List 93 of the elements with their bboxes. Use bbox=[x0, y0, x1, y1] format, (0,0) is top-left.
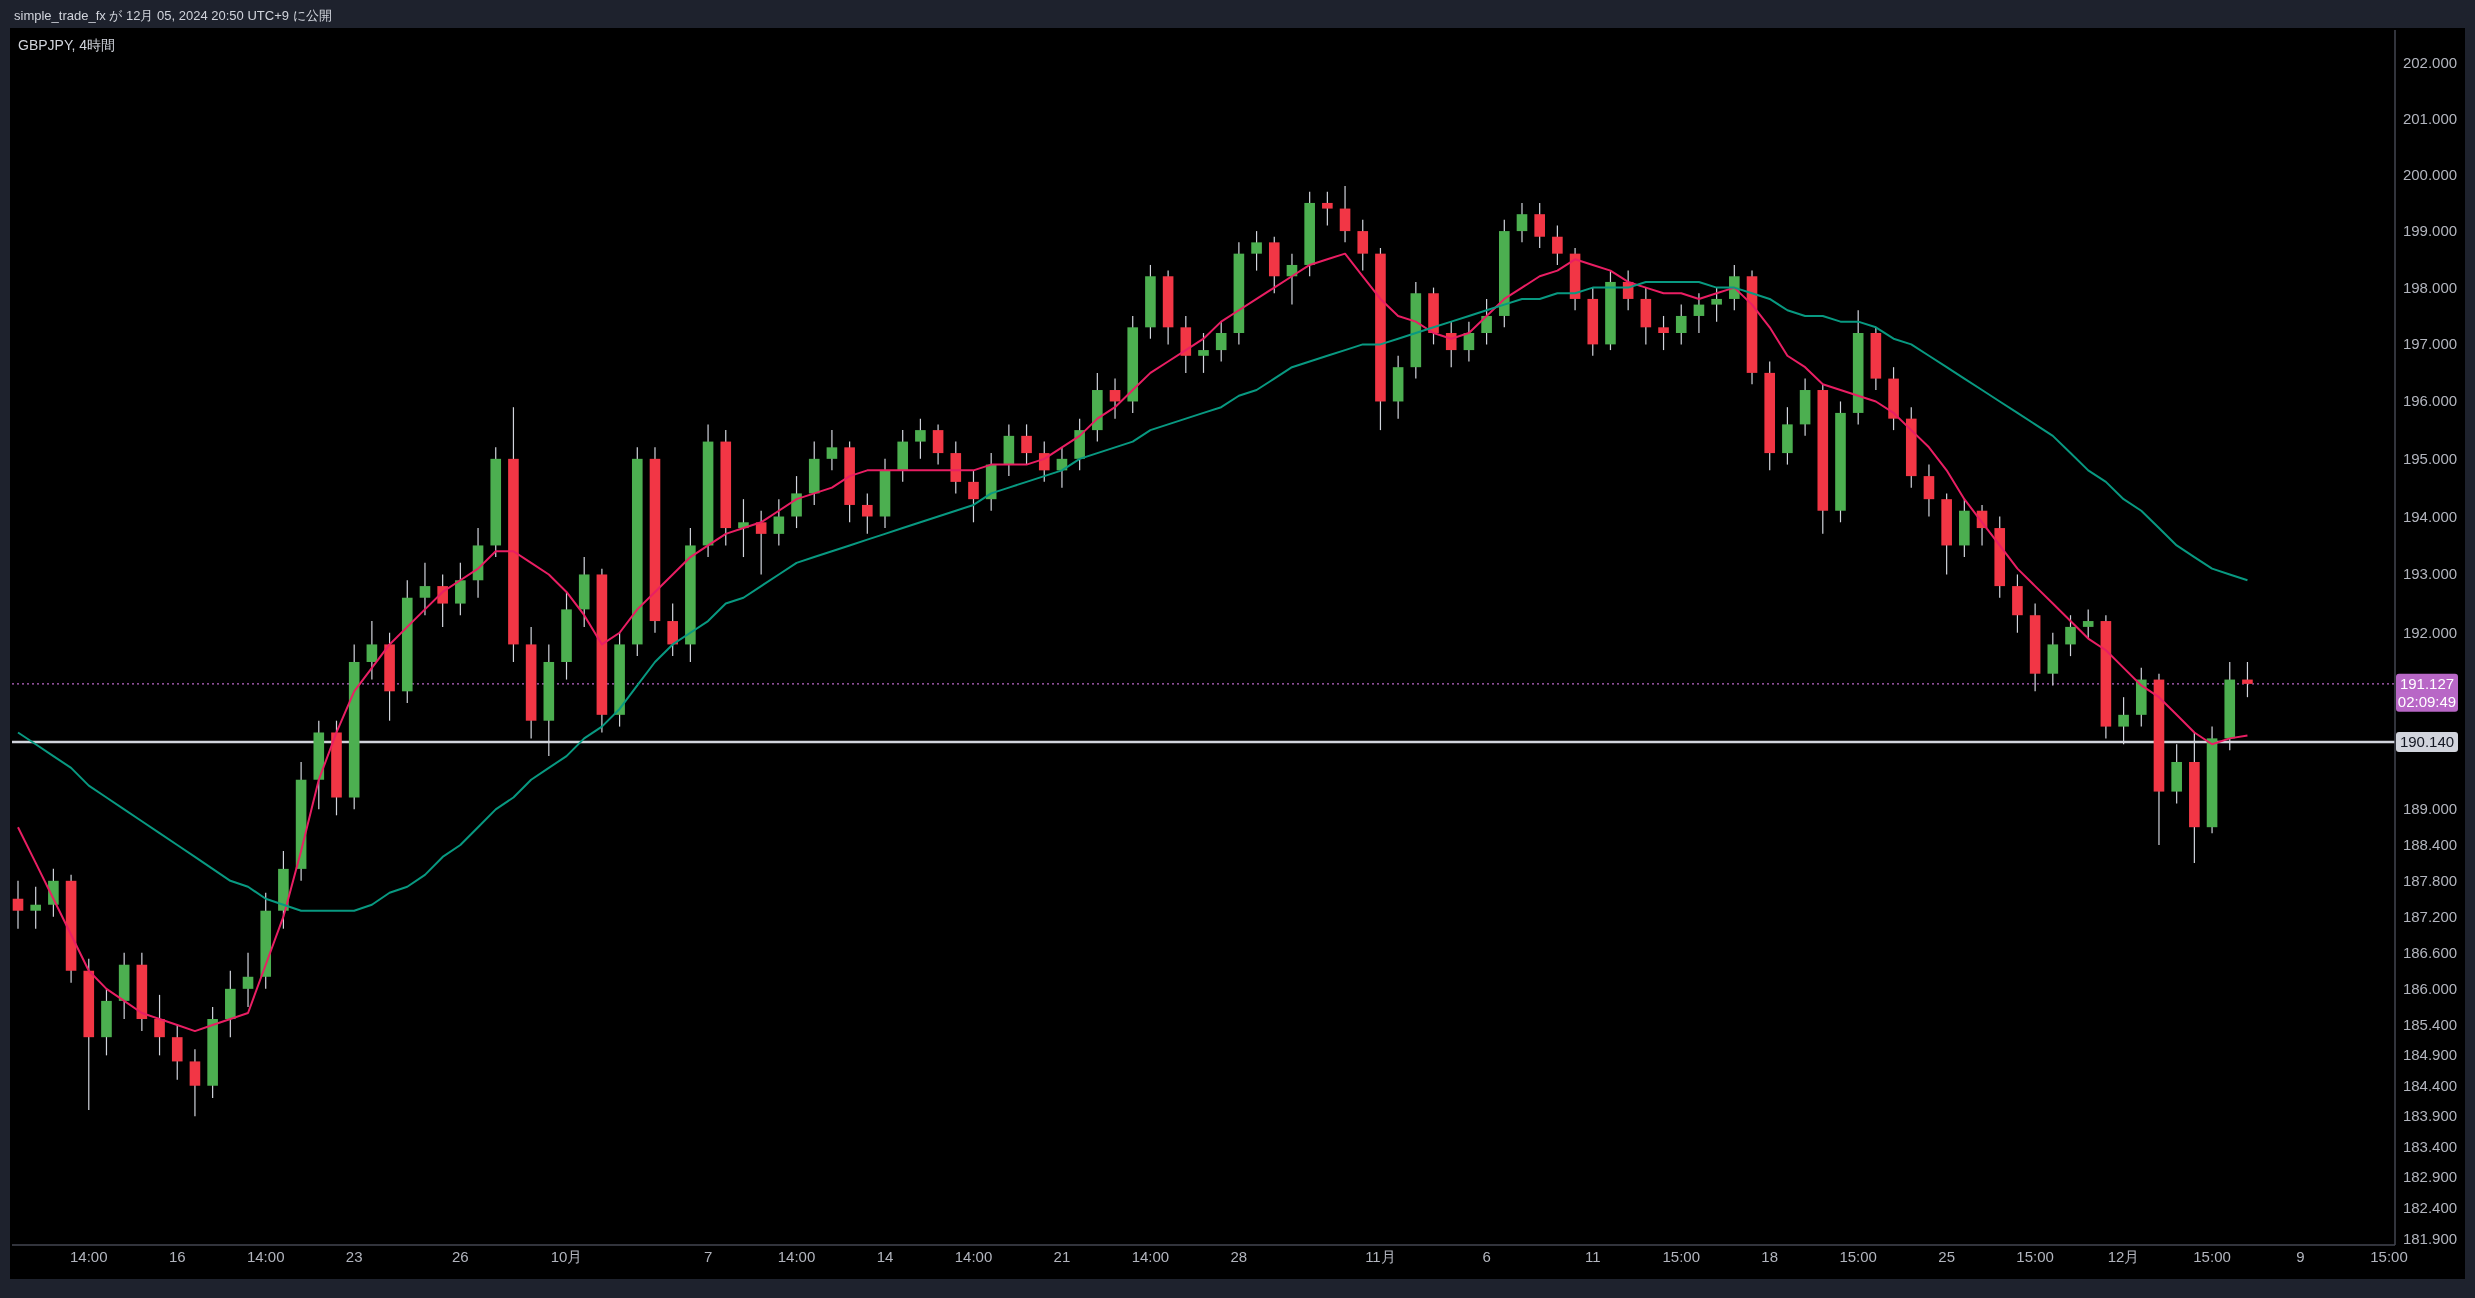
x-tick-label: 14:00 bbox=[1131, 1248, 1170, 1265]
candlestick bbox=[437, 573, 448, 628]
y-tick-label: 202.000 bbox=[2402, 54, 2458, 72]
candlestick bbox=[455, 562, 466, 616]
x-tick-label: 11 bbox=[1584, 1248, 1601, 1265]
y-tick-label: 182.900 bbox=[2402, 1168, 2458, 1186]
y-tick-label: 183.900 bbox=[2402, 1107, 2458, 1125]
candlestick bbox=[1251, 230, 1262, 272]
candlestick bbox=[1339, 185, 1351, 243]
candlestick bbox=[1357, 219, 1369, 272]
x-tick-label: 9 bbox=[2296, 1248, 2305, 1265]
y-tick-label: 187.200 bbox=[2402, 907, 2458, 925]
y-tick-label: 201.000 bbox=[2402, 109, 2458, 127]
y-tick-label: 193.000 bbox=[2402, 565, 2458, 583]
candlestick bbox=[366, 620, 378, 681]
y-tick-label: 194.000 bbox=[2402, 507, 2458, 525]
x-tick-label: 26 bbox=[452, 1248, 469, 1265]
candlestick bbox=[1658, 315, 1669, 351]
y-tick-label: 181.900 bbox=[2402, 1229, 2458, 1247]
candlestick bbox=[1322, 191, 1333, 227]
y-tick-label: 185.400 bbox=[2402, 1016, 2458, 1034]
x-tick-label: 7 bbox=[703, 1248, 713, 1265]
candlestick bbox=[932, 423, 944, 466]
candlestick bbox=[1215, 321, 1227, 363]
x-tick-label: 10月 bbox=[550, 1248, 583, 1265]
y-tick-label: 195.000 bbox=[2402, 449, 2458, 467]
ref-line-label: 191.127 bbox=[2399, 674, 2455, 692]
x-tick-label: 18 bbox=[1761, 1248, 1779, 1265]
candlestick bbox=[915, 418, 926, 460]
y-tick-label: 199.000 bbox=[2402, 222, 2458, 240]
candlestick bbox=[1021, 423, 1032, 466]
candlestick bbox=[773, 498, 785, 547]
x-tick-label: 6 bbox=[1482, 1248, 1491, 1265]
candlestick bbox=[968, 469, 979, 523]
candlestick bbox=[1711, 287, 1722, 323]
y-tick-label: 198.000 bbox=[2402, 278, 2458, 296]
candlestick bbox=[667, 602, 678, 657]
x-tick-label: 15:00 bbox=[2193, 1248, 2231, 1265]
y-tick-label: 183.400 bbox=[2402, 1137, 2458, 1155]
candlestick bbox=[30, 886, 41, 930]
x-tick-label: 28 bbox=[1230, 1248, 1248, 1265]
y-tick-label: 184.400 bbox=[2402, 1076, 2458, 1094]
x-tick-label: 16 bbox=[168, 1248, 186, 1265]
x-tick-label: 15:00 bbox=[1839, 1248, 1877, 1265]
candlestick bbox=[1675, 304, 1687, 345]
x-tick-label: 15:00 bbox=[2016, 1248, 2054, 1265]
x-tick-label: 15:00 bbox=[2370, 1248, 2408, 1265]
y-tick-label: 182.400 bbox=[2402, 1199, 2458, 1217]
text: 02:09:49 bbox=[2397, 692, 2457, 710]
candlestick bbox=[2242, 661, 2253, 698]
x-tick-label: 14:00 bbox=[954, 1248, 993, 1265]
candlestick bbox=[1516, 202, 1528, 243]
y-tick-label: 184.900 bbox=[2402, 1046, 2458, 1064]
y-tick-label: 200.000 bbox=[2402, 165, 2458, 183]
candlestick bbox=[791, 475, 802, 529]
candlestick bbox=[1923, 463, 1935, 518]
candlestick bbox=[826, 429, 838, 471]
candlestick bbox=[1693, 292, 1705, 334]
candlestick bbox=[154, 994, 165, 1056]
candlestick bbox=[1445, 321, 1457, 368]
y-tick-label: 186.600 bbox=[2402, 943, 2458, 961]
y-tick-label: 196.000 bbox=[2402, 392, 2458, 410]
y-tick-label: 197.000 bbox=[2402, 335, 2458, 353]
x-tick-label: 14:00 bbox=[70, 1248, 108, 1265]
candlestick bbox=[419, 562, 431, 616]
candlestick bbox=[1552, 224, 1563, 266]
x-tick-label: 11月 bbox=[1365, 1248, 1396, 1265]
x-tick-label: 25 bbox=[1938, 1248, 1955, 1265]
candlestick bbox=[862, 492, 873, 535]
candlestick bbox=[2082, 608, 2094, 640]
text: GBPJPY, 4時間 bbox=[18, 37, 116, 53]
ref-line-label: 190.140 bbox=[2399, 732, 2455, 750]
text: simple_trade_fx が 12月 05, 2024 20:50 UTC+9 に公開 bbox=[14, 8, 332, 23]
candlestick bbox=[12, 880, 24, 930]
y-tick-label: 186.000 bbox=[2402, 979, 2458, 997]
x-tick-label: 14:00 bbox=[777, 1248, 816, 1265]
y-tick-label: 187.800 bbox=[2402, 871, 2458, 889]
y-tick-label: 189.000 bbox=[2402, 800, 2458, 818]
x-tick-label: 14 bbox=[876, 1248, 894, 1265]
x-tick-label: 23 bbox=[345, 1248, 363, 1265]
candlestick bbox=[242, 952, 254, 1008]
y-tick-label: 192.000 bbox=[2402, 623, 2458, 641]
candlestick bbox=[2065, 614, 2076, 657]
candlestick bbox=[1109, 378, 1121, 420]
x-tick-label: 15:00 bbox=[1662, 1248, 1701, 1265]
candlestick bbox=[1534, 202, 1545, 249]
y-tick-label: 188.400 bbox=[2402, 836, 2458, 854]
candlestick bbox=[1481, 298, 1492, 345]
candlestick bbox=[738, 498, 749, 558]
candlestick bbox=[1198, 332, 1209, 374]
x-tick-label: 14:00 bbox=[246, 1248, 285, 1265]
x-tick-label: 21 bbox=[1053, 1248, 1071, 1265]
x-tick-label: 12月 bbox=[2107, 1248, 2140, 1265]
